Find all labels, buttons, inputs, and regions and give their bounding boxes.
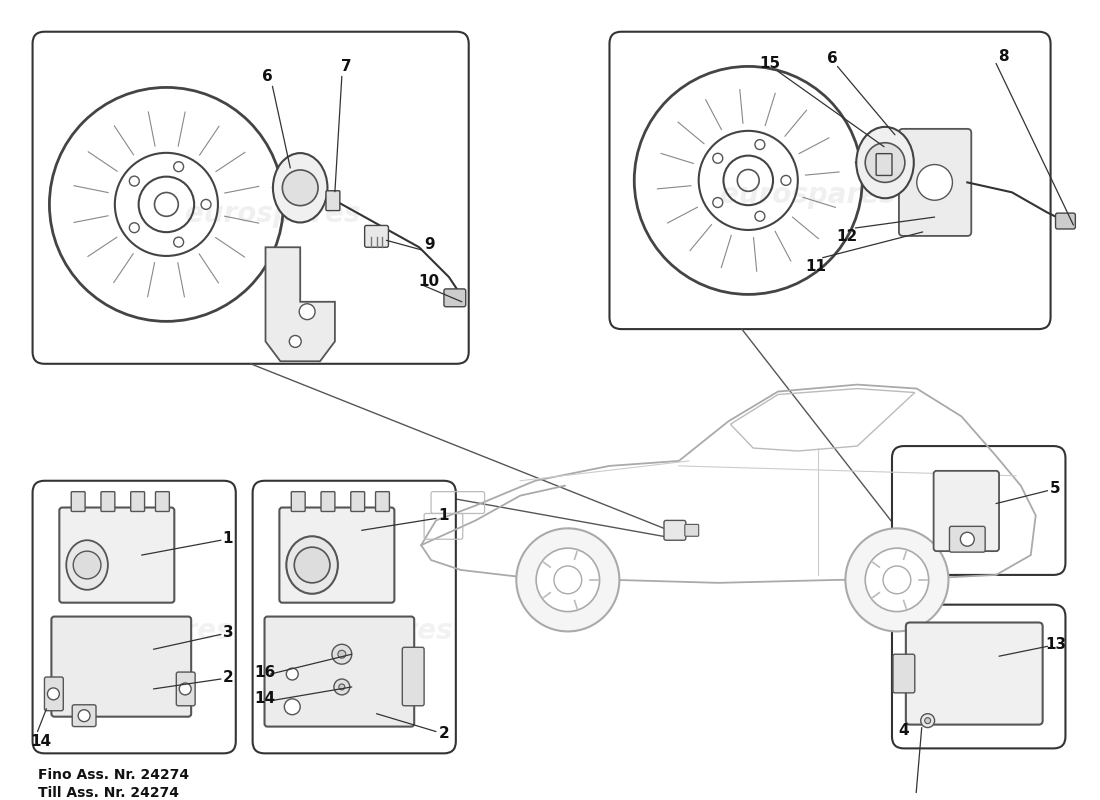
Circle shape: [47, 688, 59, 700]
Text: 2: 2: [439, 726, 449, 741]
FancyBboxPatch shape: [934, 471, 999, 551]
Text: 12: 12: [837, 230, 858, 245]
Circle shape: [201, 199, 211, 210]
FancyBboxPatch shape: [899, 129, 971, 236]
FancyBboxPatch shape: [876, 154, 892, 175]
Text: eurospares: eurospares: [720, 182, 895, 210]
Circle shape: [713, 154, 723, 163]
FancyBboxPatch shape: [101, 492, 114, 511]
FancyBboxPatch shape: [59, 507, 174, 602]
Circle shape: [846, 528, 948, 631]
Circle shape: [916, 165, 953, 200]
Text: 14: 14: [254, 691, 275, 706]
Text: 5: 5: [1050, 481, 1060, 496]
Text: 7: 7: [341, 59, 352, 74]
Ellipse shape: [856, 127, 914, 198]
FancyBboxPatch shape: [253, 481, 455, 754]
Circle shape: [921, 714, 935, 727]
Circle shape: [516, 528, 619, 631]
Text: Fino Ass. Nr. 24274: Fino Ass. Nr. 24274: [37, 768, 188, 782]
Circle shape: [286, 668, 298, 680]
Circle shape: [289, 335, 301, 347]
FancyBboxPatch shape: [52, 617, 191, 717]
Circle shape: [781, 175, 791, 186]
Circle shape: [174, 162, 184, 172]
FancyBboxPatch shape: [72, 492, 85, 511]
FancyBboxPatch shape: [1056, 213, 1076, 229]
Ellipse shape: [66, 540, 108, 590]
Text: 6: 6: [262, 69, 273, 84]
Ellipse shape: [286, 536, 338, 594]
Text: 4: 4: [899, 723, 910, 738]
FancyBboxPatch shape: [264, 617, 415, 726]
Circle shape: [866, 142, 905, 182]
FancyBboxPatch shape: [155, 492, 169, 511]
Polygon shape: [265, 247, 334, 362]
FancyBboxPatch shape: [33, 32, 469, 364]
Circle shape: [130, 176, 140, 186]
FancyBboxPatch shape: [326, 190, 340, 210]
Text: 10: 10: [418, 274, 440, 289]
Text: 6: 6: [827, 51, 838, 66]
Text: 1: 1: [222, 530, 233, 546]
FancyBboxPatch shape: [685, 524, 698, 536]
FancyBboxPatch shape: [351, 492, 364, 511]
Ellipse shape: [273, 153, 328, 222]
Circle shape: [339, 684, 344, 690]
FancyBboxPatch shape: [292, 492, 305, 511]
Circle shape: [299, 304, 315, 320]
Circle shape: [332, 644, 352, 664]
Circle shape: [338, 650, 345, 658]
FancyBboxPatch shape: [375, 492, 389, 511]
FancyBboxPatch shape: [279, 507, 395, 602]
Text: eurospares: eurospares: [276, 617, 452, 645]
Circle shape: [925, 718, 931, 724]
Circle shape: [179, 683, 191, 695]
Circle shape: [713, 198, 723, 207]
Circle shape: [174, 237, 184, 247]
FancyBboxPatch shape: [893, 654, 915, 693]
Text: 9: 9: [424, 238, 434, 252]
FancyBboxPatch shape: [892, 446, 1066, 575]
Text: 16: 16: [254, 665, 275, 679]
FancyBboxPatch shape: [664, 521, 685, 540]
Circle shape: [295, 547, 330, 583]
FancyBboxPatch shape: [892, 605, 1066, 748]
FancyBboxPatch shape: [403, 647, 425, 706]
Circle shape: [130, 222, 140, 233]
FancyBboxPatch shape: [444, 289, 465, 306]
Text: Till Ass. Nr. 24274: Till Ass. Nr. 24274: [37, 786, 178, 800]
Circle shape: [536, 548, 600, 612]
Text: 11: 11: [805, 259, 826, 274]
FancyBboxPatch shape: [44, 677, 64, 710]
Circle shape: [284, 699, 300, 714]
FancyBboxPatch shape: [609, 32, 1050, 329]
Text: 3: 3: [222, 625, 233, 640]
Circle shape: [74, 551, 101, 579]
FancyBboxPatch shape: [73, 705, 96, 726]
FancyBboxPatch shape: [364, 226, 388, 247]
Circle shape: [755, 140, 764, 150]
Text: eurospares: eurospares: [56, 617, 232, 645]
Text: 14: 14: [30, 734, 51, 749]
Text: 15: 15: [759, 56, 781, 71]
FancyBboxPatch shape: [176, 672, 195, 706]
Circle shape: [283, 170, 318, 206]
Circle shape: [334, 679, 350, 695]
Circle shape: [866, 548, 928, 612]
Text: eurospares: eurospares: [185, 200, 360, 228]
FancyBboxPatch shape: [906, 622, 1043, 725]
Text: 13: 13: [1045, 637, 1066, 652]
FancyBboxPatch shape: [33, 481, 235, 754]
Text: 1: 1: [439, 508, 449, 523]
Text: 2: 2: [222, 670, 233, 685]
Text: 8: 8: [998, 49, 1009, 64]
Circle shape: [960, 532, 975, 546]
FancyBboxPatch shape: [131, 492, 144, 511]
FancyBboxPatch shape: [949, 526, 986, 552]
Circle shape: [755, 211, 764, 221]
FancyBboxPatch shape: [321, 492, 334, 511]
Circle shape: [78, 710, 90, 722]
